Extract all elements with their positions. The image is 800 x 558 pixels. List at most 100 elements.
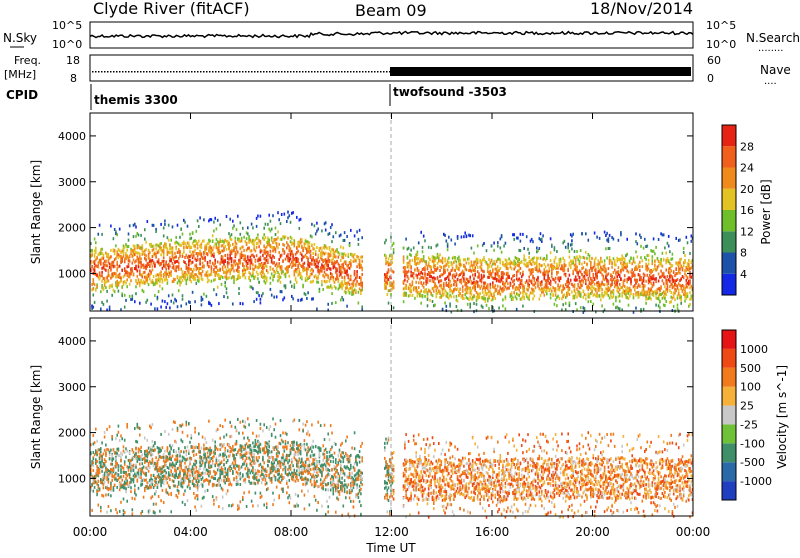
power-cell [280, 281, 282, 284]
power-cell [321, 280, 323, 283]
velocity-cell [94, 441, 96, 444]
power-cell [665, 293, 667, 296]
power-cell [673, 294, 675, 297]
power-cell [343, 246, 345, 249]
power-cell [275, 233, 277, 236]
power-cell [468, 258, 470, 261]
power-cell [266, 265, 268, 268]
power-cell [567, 243, 569, 246]
cpid-name-1: themis 3300 [94, 93, 178, 107]
power-cell [231, 238, 233, 241]
power-cell [405, 284, 407, 287]
cpid-name-2: twofsound -3503 [393, 85, 507, 99]
power-cell [253, 268, 255, 271]
power-cell [312, 256, 314, 259]
power-cell [160, 223, 162, 226]
power-cell [417, 253, 419, 256]
power-cell [253, 300, 255, 303]
freq-point [293, 71, 295, 73]
power-cell [570, 279, 572, 282]
velocity-cell [110, 494, 112, 497]
velocity-cell [99, 487, 101, 490]
power-cell [309, 247, 311, 250]
power-cell [103, 303, 105, 306]
power-cell [128, 245, 130, 248]
power-cell [634, 261, 636, 264]
power-cell [272, 214, 274, 217]
power-cell [278, 273, 280, 276]
power-cell [155, 256, 157, 259]
power-cell [469, 234, 471, 237]
power-cell [448, 265, 450, 268]
power-cell [273, 296, 275, 299]
power-cell [317, 254, 319, 257]
freq-point [359, 71, 361, 73]
power-cell [180, 305, 182, 308]
power-cell [154, 264, 156, 267]
power-cell [144, 228, 146, 231]
power-cell [152, 265, 154, 268]
power-cell [294, 283, 296, 286]
freq-point [164, 71, 166, 73]
power-cell [574, 250, 576, 253]
power-cell [459, 288, 461, 291]
power-cell [555, 281, 557, 284]
velocity-cell [108, 505, 110, 508]
power-cell [457, 287, 459, 290]
freq-point [128, 71, 130, 73]
power-cell [624, 279, 626, 282]
power-cell [567, 278, 569, 281]
power-cell [409, 294, 411, 297]
power-cell [683, 276, 685, 279]
velocity-cell [113, 489, 115, 492]
noise-left-bottom: 10^0 [52, 38, 82, 51]
power-cell [554, 303, 556, 306]
power-cell [348, 253, 350, 256]
power-cell [238, 271, 240, 274]
power-cell [179, 250, 181, 253]
power-cell [550, 237, 552, 240]
power-cell [197, 258, 199, 261]
freq-point [209, 71, 211, 73]
freq-point [344, 71, 346, 73]
power-cell [675, 237, 677, 240]
power-cell [393, 251, 395, 254]
power-cell [540, 232, 542, 235]
power-cell [222, 256, 224, 259]
power-cell [502, 298, 504, 301]
velocity-cell [99, 457, 101, 460]
power-cell [132, 262, 134, 265]
power-cell [292, 211, 294, 214]
power-cell [203, 239, 205, 242]
station-title: Clyde River (fitACF) [93, 0, 250, 18]
power-cell [178, 261, 180, 264]
power-cell [105, 286, 107, 289]
power-cell [410, 289, 412, 292]
power-cell [355, 260, 357, 263]
power-cell [686, 236, 688, 239]
power-cell [346, 235, 348, 238]
freq-point [218, 71, 220, 73]
power-cell [472, 274, 474, 277]
power-cell [124, 260, 126, 263]
power-cell [167, 302, 169, 305]
power-cell [408, 277, 410, 280]
power-cell [429, 299, 431, 302]
power-cell [262, 292, 264, 295]
power-cell [443, 284, 445, 287]
power-cell [444, 301, 446, 304]
power-cell [422, 250, 424, 253]
power-cell [405, 294, 407, 297]
power-cell [241, 251, 243, 254]
power-cell [294, 274, 296, 277]
power-cell [275, 227, 277, 230]
power-cell [424, 295, 426, 298]
power-cell [645, 258, 647, 261]
power-cell [99, 271, 101, 274]
freq-point [308, 71, 310, 73]
power-cell [464, 265, 466, 268]
power-cell [280, 276, 282, 279]
power-cell [246, 243, 248, 246]
power-cell [611, 262, 613, 265]
power-ylabel: Slant Range [km] [29, 160, 43, 264]
